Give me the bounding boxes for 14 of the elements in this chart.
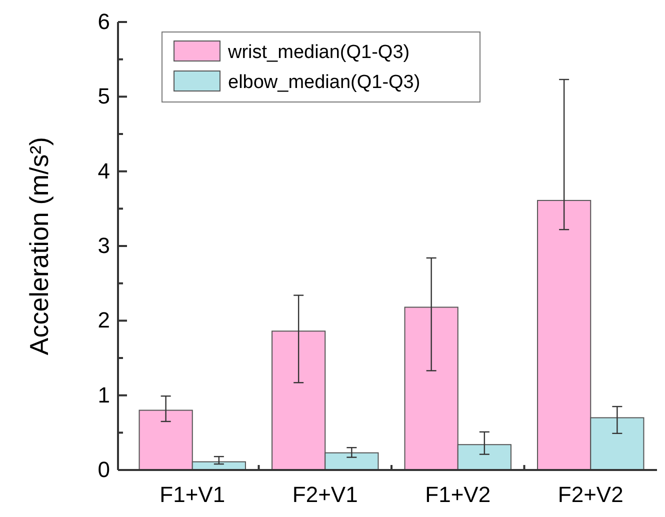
y-axis-title: Acceleration (m/s²) (24, 136, 54, 356)
y-tick-label: 1 (98, 382, 110, 408)
y-tick-label: 6 (98, 9, 110, 34)
x-tick-label: F2+V1 (292, 482, 358, 507)
x-tick-label: F1+V1 (160, 482, 226, 507)
x-tick-label: F1+V2 (425, 482, 491, 507)
y-tick-label: 0 (98, 457, 110, 482)
x-tick-label: F2+V2 (558, 482, 624, 507)
legend-label: wrist_median(Q1-Q3) (227, 42, 410, 63)
legend-label: elbow_median(Q1-Q3) (228, 72, 420, 93)
y-tick-label: 2 (98, 308, 110, 333)
y-tick-label: 4 (98, 158, 110, 184)
y-tick-label: 5 (98, 84, 110, 109)
y-tick-label: 3 (98, 233, 110, 258)
